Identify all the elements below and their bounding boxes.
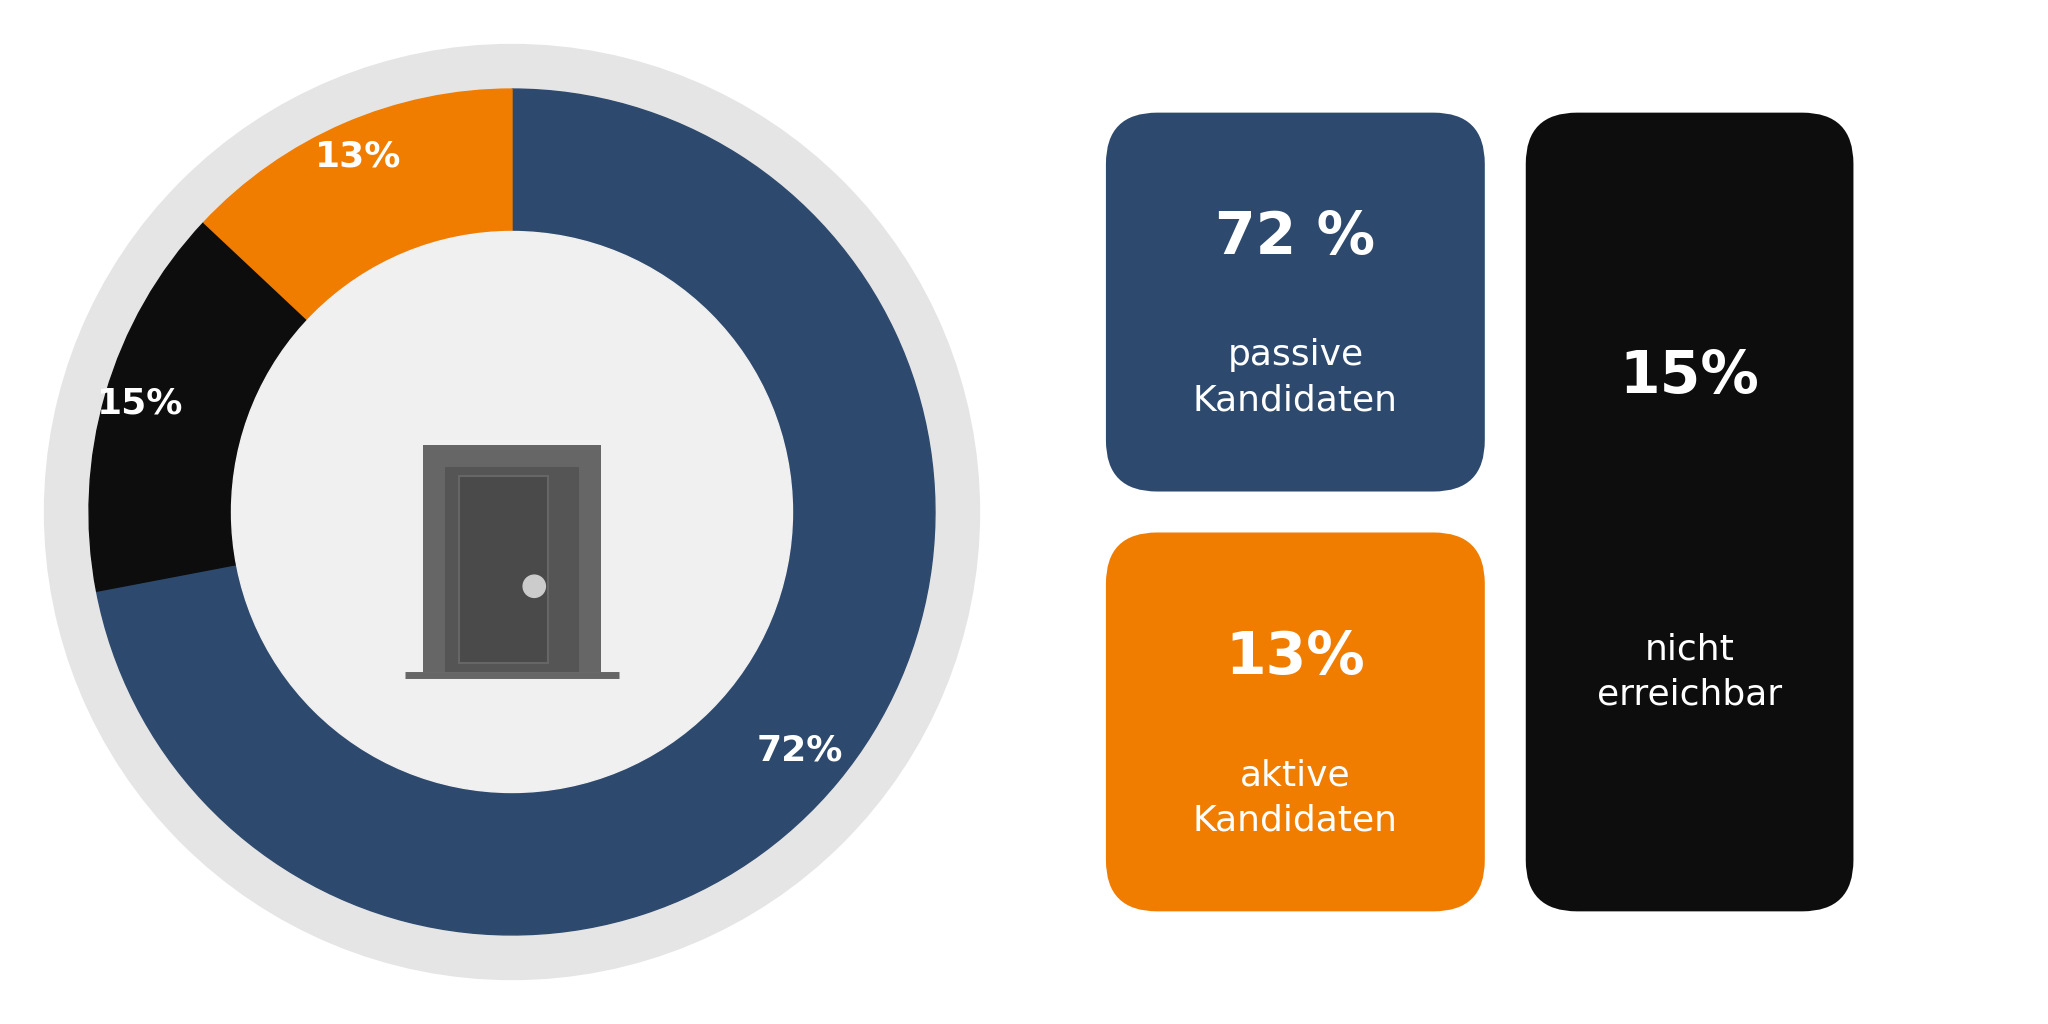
Wedge shape xyxy=(96,89,936,935)
Text: passive
Kandidaten: passive Kandidaten xyxy=(1192,339,1399,417)
Text: 15%: 15% xyxy=(1620,348,1759,404)
Text: aktive
Kandidaten: aktive Kandidaten xyxy=(1192,759,1399,837)
Text: nicht
erreichbar: nicht erreichbar xyxy=(1597,633,1782,711)
Wedge shape xyxy=(203,89,512,319)
FancyBboxPatch shape xyxy=(1106,532,1485,911)
Bar xyxy=(459,476,547,664)
Text: 13%: 13% xyxy=(315,139,401,173)
FancyBboxPatch shape xyxy=(1526,113,1853,911)
FancyBboxPatch shape xyxy=(1106,113,1485,492)
Text: 72%: 72% xyxy=(758,733,844,767)
Text: 13%: 13% xyxy=(1225,629,1366,686)
Circle shape xyxy=(231,231,793,793)
Text: 15%: 15% xyxy=(96,387,182,421)
Bar xyxy=(424,445,600,673)
Circle shape xyxy=(45,44,979,980)
Wedge shape xyxy=(88,222,307,591)
Circle shape xyxy=(522,575,545,597)
Text: 72 %: 72 % xyxy=(1214,209,1376,266)
Bar xyxy=(444,468,580,673)
